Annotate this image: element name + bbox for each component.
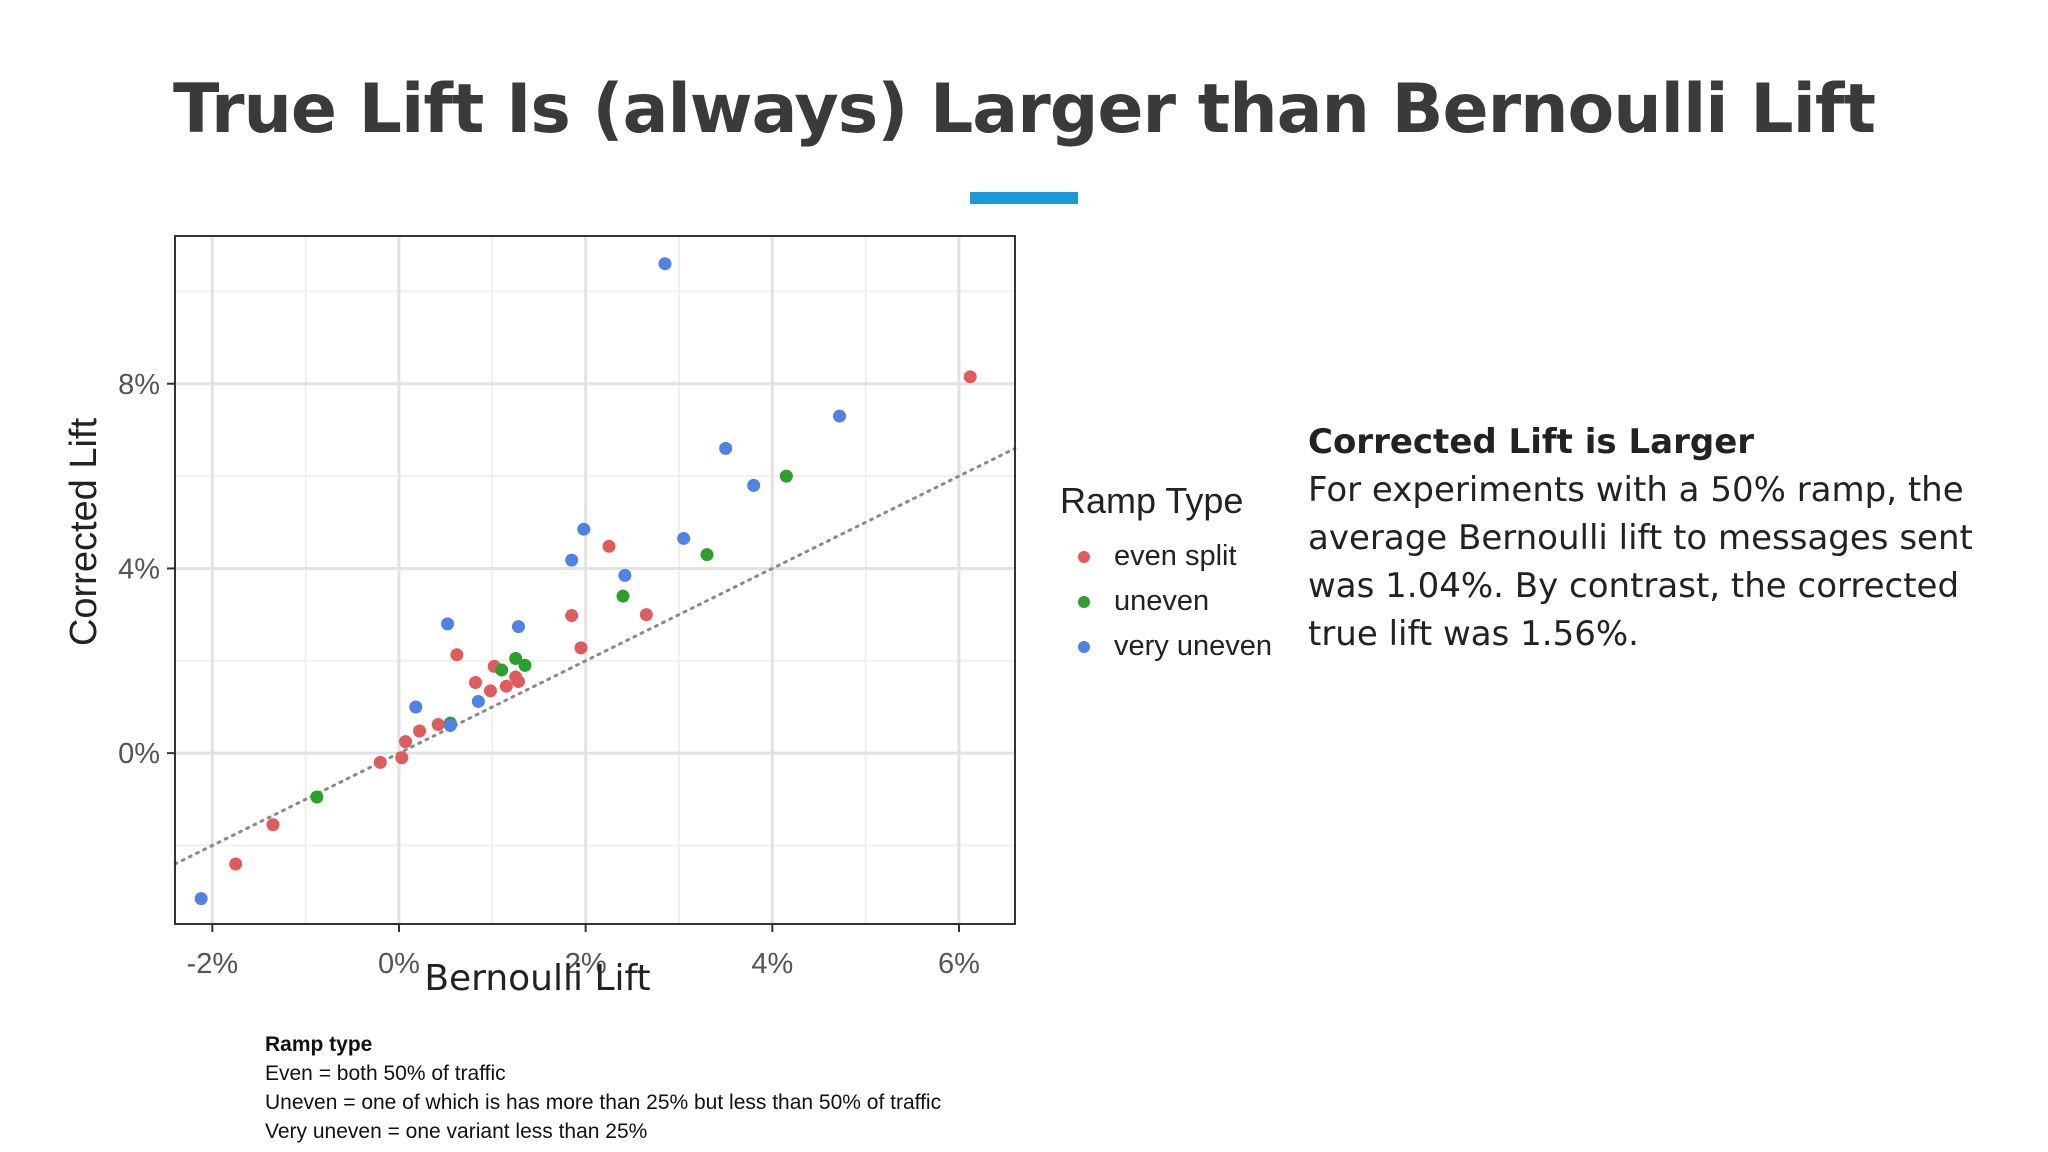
data-points [194, 257, 977, 906]
point-uneven [310, 790, 324, 804]
point-very-uneven [577, 522, 591, 536]
point-very-uneven [618, 568, 632, 582]
point-very-uneven [443, 718, 457, 732]
legend-item-even-split: even split [1060, 534, 1272, 579]
point-even-split [574, 641, 588, 655]
point-even-split [602, 539, 616, 553]
point-even-split [229, 857, 243, 871]
legend-item-very-uneven: very uneven [1060, 624, 1272, 669]
point-even-split [511, 675, 525, 689]
x-axis-ticks: -2% 0% 2% 4% 6% [187, 924, 980, 980]
footnote-line: Uneven = one of which is has more than 2… [265, 1091, 942, 1114]
x-tick-label: 4% [751, 948, 793, 980]
y-tick-label: 8% [118, 369, 160, 401]
point-very-uneven [677, 531, 691, 545]
point-uneven [779, 469, 793, 483]
footnote-line: Even = both 50% of traffic [265, 1062, 506, 1085]
x-tick-label: -2% [187, 948, 239, 980]
footnote: Ramp type Even = both 50% of traffic Une… [265, 1030, 941, 1146]
legend-label: very uneven [1114, 630, 1272, 662]
legend: Ramp Type even split uneven very uneven [1060, 480, 1272, 669]
point-uneven [700, 548, 714, 562]
x-tick-label: 0% [378, 948, 420, 980]
callout-note: Corrected Lift is Larger For experiments… [1308, 418, 2008, 658]
plot-frame [174, 235, 1016, 925]
point-very-uneven [719, 441, 733, 455]
x-axis-title: Bernoulli Lift [424, 958, 651, 999]
legend-swatch [1078, 550, 1090, 563]
point-very-uneven [409, 700, 423, 714]
y-tick-label: 0% [118, 738, 160, 770]
point-very-uneven [194, 892, 208, 906]
point-very-uneven [565, 553, 579, 567]
x-tick-label: 6% [938, 948, 980, 980]
note-heading: Corrected Lift is Larger [1308, 422, 1755, 462]
legend-swatch [1078, 595, 1090, 608]
x-tick-label: 2% [565, 948, 607, 980]
point-uneven [495, 663, 509, 677]
minor-gridlines [175, 236, 1015, 924]
y-axis-title: Corrected Lift [63, 417, 105, 647]
point-even-split [469, 676, 483, 690]
point-even-split [395, 751, 409, 765]
legend-label: even split [1114, 540, 1237, 572]
point-very-uneven [833, 409, 847, 423]
point-very-uneven [471, 694, 485, 708]
slide-title: True Lift Is (always) Larger than Bernou… [173, 70, 1876, 149]
point-even-split [431, 718, 445, 732]
legend-swatch [1078, 640, 1090, 653]
legend-label: uneven [1114, 585, 1210, 617]
footnote-heading: Ramp type [265, 1033, 373, 1056]
point-uneven [509, 651, 523, 665]
point-very-uneven [511, 620, 525, 634]
legend-item-uneven: uneven [1060, 579, 1272, 624]
footnote-line: Very uneven = one variant less than 25% [265, 1120, 648, 1143]
point-even-split [963, 370, 977, 384]
title-accent-bar [970, 192, 1078, 204]
point-even-split [413, 724, 427, 738]
major-gridlines [175, 236, 1015, 924]
point-very-uneven [441, 617, 455, 631]
point-even-split [450, 648, 464, 662]
point-uneven [616, 589, 630, 603]
y-axis-ticks: 0% 4% 8% [118, 369, 175, 770]
y-tick-label: 4% [118, 553, 160, 585]
point-even-split [499, 679, 513, 693]
plot-background [175, 236, 1015, 924]
point-even-split [373, 755, 387, 769]
point-even-split [639, 608, 653, 622]
point-even-split [266, 818, 280, 832]
point-uneven [518, 658, 532, 672]
point-even-split [399, 735, 413, 749]
point-very-uneven [658, 257, 672, 271]
point-even-split [565, 609, 579, 623]
point-even-split [483, 684, 497, 698]
legend-title: Ramp Type [1060, 480, 1244, 521]
note-body: For experiments with a 50% ramp, the ave… [1308, 470, 1973, 654]
point-very-uneven [747, 478, 761, 492]
